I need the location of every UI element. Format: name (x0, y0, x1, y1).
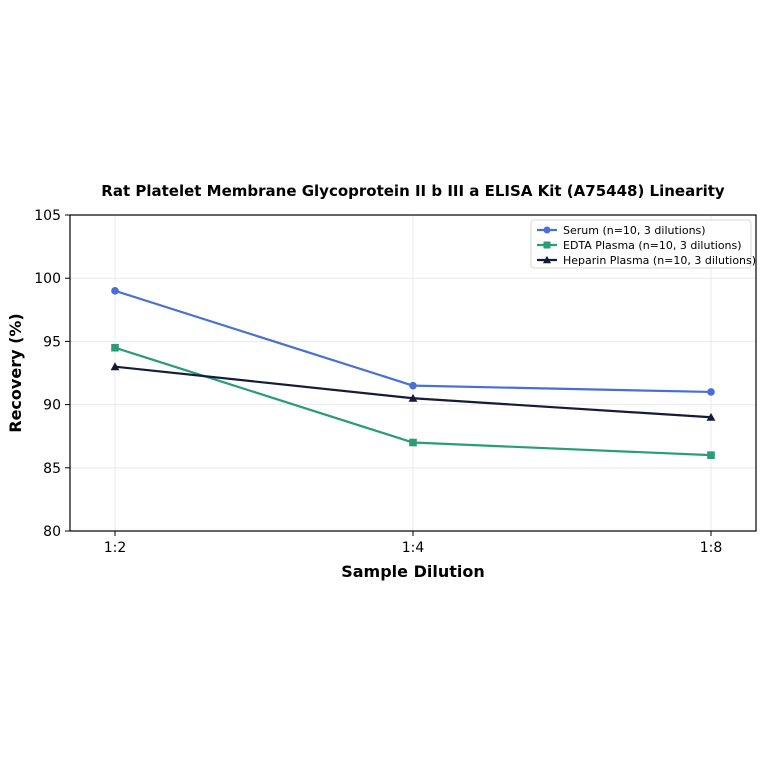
data-point (707, 388, 715, 396)
legend: Serum (n=10, 3 dilutions) EDTA Plasma (n=… (530, 219, 756, 269)
data-point (110, 362, 120, 371)
x-tick-label: 1:4 (402, 540, 425, 556)
legend-label: Heparin Plasma (n=10, 3 dilutions) (563, 254, 756, 267)
chart-title: Rat Platelet Membrane Glycoprotein II b … (101, 182, 725, 200)
axis-ticks: 80 85 90 95 100 105 1:2 1:4 1:8 (34, 208, 722, 556)
legend-box (530, 219, 752, 269)
legend-label: Serum (n=10, 3 dilutions) (563, 224, 706, 237)
data-point (542, 255, 552, 264)
data-point (111, 287, 119, 295)
legend-item: Serum (n=10, 3 dilutions) (537, 224, 706, 237)
series-0 (111, 287, 715, 396)
data-point (543, 241, 551, 249)
series-layer (110, 287, 716, 459)
x-axis-label: Sample Dilution (341, 562, 485, 581)
data-point (409, 381, 417, 390)
series-2 (110, 362, 716, 421)
y-tick-label: 100 (34, 271, 61, 287)
data-point (543, 226, 551, 234)
y-axis-label: Recovery (%) (6, 313, 25, 432)
data-point (408, 393, 418, 402)
y-tick-label: 80 (43, 524, 61, 540)
y-tick-label: 90 (43, 398, 61, 414)
data-point (706, 412, 716, 421)
x-tick-label: 1:8 (700, 540, 723, 556)
data-point (707, 451, 715, 459)
x-tick-label: 1:2 (104, 540, 127, 556)
y-tick-label: 105 (34, 208, 61, 224)
data-point (111, 343, 119, 352)
legend-item: Heparin Plasma (n=10, 3 dilutions) (537, 254, 756, 267)
legend-item: EDTA Plasma (n=10, 3 dilutions) (537, 239, 742, 252)
data-point (409, 438, 417, 447)
y-tick-label: 85 (43, 461, 61, 477)
legend-label: EDTA Plasma (n=10, 3 dilutions) (563, 239, 742, 252)
series-1 (111, 343, 715, 459)
y-tick-label: 95 (43, 334, 61, 350)
